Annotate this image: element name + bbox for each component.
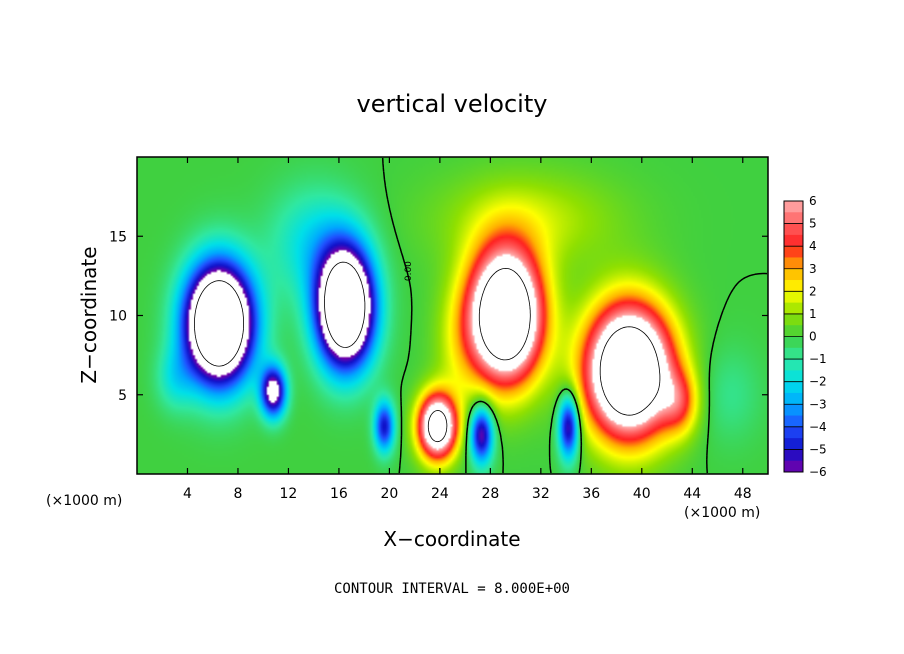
x-tick-label: 20 — [380, 486, 398, 502]
colorbar-swatch — [784, 370, 803, 383]
x-tick-label: 16 — [330, 486, 348, 502]
colorbar-swatch — [784, 234, 803, 247]
contour-line — [427, 268, 661, 443]
colorbar-swatch — [784, 280, 803, 292]
colorbar-swatch — [784, 381, 803, 394]
velocity-heatmap — [137, 157, 768, 474]
colorbar-tick-label: 3 — [809, 262, 817, 276]
colorbar-swatch — [784, 257, 803, 270]
x-tick-label: 4 — [183, 486, 192, 502]
x-tick-label: 48 — [734, 486, 752, 502]
x-axis-title: X−coordinate — [383, 527, 520, 551]
colorbar-swatch — [784, 449, 803, 462]
colorbar-tick-label: −3 — [809, 397, 827, 411]
colorbar-tick-label: 6 — [809, 194, 817, 208]
x-tick-label: 24 — [431, 486, 449, 502]
colorbar-tick-label: −6 — [809, 465, 827, 479]
colorbar-swatch — [784, 438, 803, 450]
colorbar-tick-label: −5 — [809, 442, 827, 456]
colorbar-tick-label: 4 — [809, 239, 817, 253]
colorbar-swatch — [784, 415, 803, 428]
colorbar-swatch — [784, 392, 803, 405]
colorbar-tick-label: 1 — [809, 307, 817, 321]
x-unit-left: (×1000 m) — [46, 493, 122, 509]
x-unit-right: (×1000 m) — [684, 505, 760, 521]
y-tick-label: 5 — [118, 388, 127, 404]
colorbar-tick-label: −2 — [809, 375, 827, 389]
colorbar-swatch — [784, 212, 803, 225]
contour-interval-note: CONTOUR INTERVAL = 8.000E+00 — [334, 581, 570, 597]
x-tick-label: 36 — [582, 486, 600, 502]
x-tick-label: 32 — [532, 486, 550, 502]
x-tick-label: 8 — [233, 486, 242, 502]
x-axis-ticks: 4 8 12 16 20 24 28 32 36 40 44 48 — [183, 157, 752, 502]
x-tick-label: 44 — [683, 486, 701, 502]
y-axis-ticks: 5 10 15 — [109, 229, 768, 404]
colorbar-tick-label: −1 — [809, 352, 827, 366]
contour-line — [194, 261, 366, 367]
contour-lines: 0.00 — [194, 157, 768, 474]
y-axis-title: Z−coordinate — [77, 246, 101, 383]
colorbar-swatch — [784, 201, 803, 213]
colorbar-swatch — [784, 325, 803, 337]
x-tick-label: 12 — [280, 486, 298, 502]
colorbar-swatch — [784, 246, 803, 258]
colorbar-tick-label: 5 — [809, 217, 817, 231]
colorbar-swatch — [784, 268, 803, 281]
colorbar-swatch — [784, 359, 803, 371]
x-tick-label: 28 — [481, 486, 499, 502]
x-tick-label: 40 — [633, 486, 651, 502]
colorbar-swatch — [784, 313, 803, 326]
contour-label: 0.00 — [404, 261, 414, 281]
colorbar-swatch — [784, 460, 803, 473]
colorbar-swatch — [784, 291, 803, 304]
y-tick-label: 15 — [109, 229, 127, 245]
colorbar-swatch — [784, 302, 803, 315]
colorbar-swatch — [784, 336, 803, 349]
colorbar-tick-label: 2 — [809, 284, 817, 298]
contour-line — [381, 157, 768, 474]
colorbar-swatch — [784, 404, 803, 417]
colorbar-swatch — [784, 426, 803, 439]
chart-title: vertical velocity — [357, 90, 548, 118]
colorbar-swatch — [784, 347, 803, 360]
colorbar-tick-label: −4 — [809, 420, 827, 434]
colorbar-tick-label: 0 — [809, 330, 817, 344]
colorbar-swatch — [784, 223, 803, 236]
y-tick-label: 10 — [109, 309, 127, 325]
colorbar: 6 5 4 3 2 1 0 −1 −2 −3 −4 −5 −6 — [783, 194, 827, 479]
